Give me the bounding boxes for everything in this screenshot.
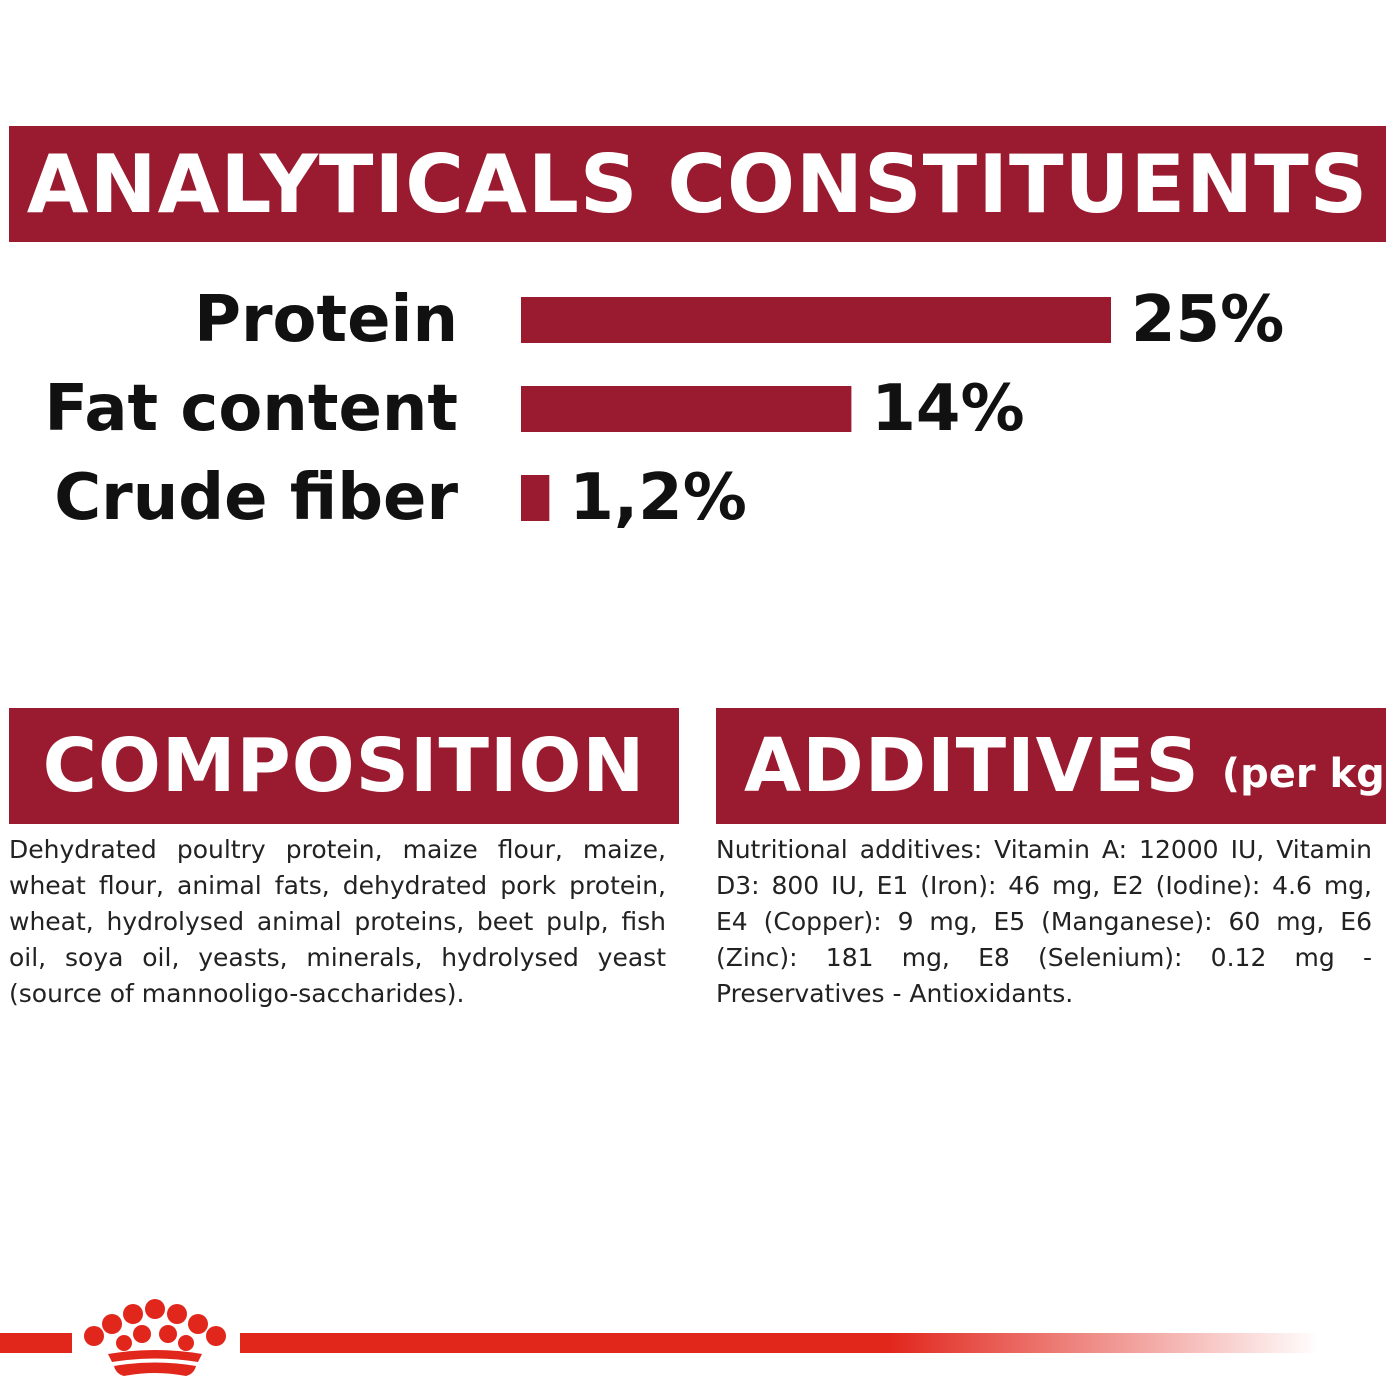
additives-banner: ADDITIVES (per kg) [716, 708, 1400, 824]
value-label-2: 1,2% [569, 461, 747, 535]
value-label-1: 14% [871, 372, 1024, 446]
bar-2 [521, 475, 550, 521]
analyticals-bar-chart: Protein 25% Fat content 14% Crude fiber 1,2% [44, 283, 1284, 535]
composition-banner: COMPOSITION [9, 708, 679, 824]
category-label-1: Fat content [44, 372, 458, 446]
additives-title: ADDITIVES [744, 723, 1200, 809]
bar-0 [521, 297, 1111, 343]
analyticals-title: ANALYTICALS CONSTITUENTS [26, 137, 1369, 231]
footer-line-right [240, 1333, 1320, 1353]
composition-text: Dehydrated poultry protein, maize flour,… [9, 835, 666, 1008]
composition-title: COMPOSITION [42, 723, 646, 809]
crown-logo-icon [84, 1299, 226, 1376]
additives-text: Nutritional additives: Vitamin A: 12000 … [716, 835, 1372, 1008]
category-label-0: Protein [194, 283, 458, 357]
bar-1 [521, 386, 852, 432]
analyticals-constituents-banner: ANALYTICALS CONSTITUENTS [9, 126, 1386, 242]
footer-line-left [0, 1333, 72, 1353]
category-label-2: Crude fiber [54, 461, 458, 535]
value-label-0: 25% [1131, 283, 1284, 357]
additives-unit: (per kg) [1221, 751, 1400, 797]
